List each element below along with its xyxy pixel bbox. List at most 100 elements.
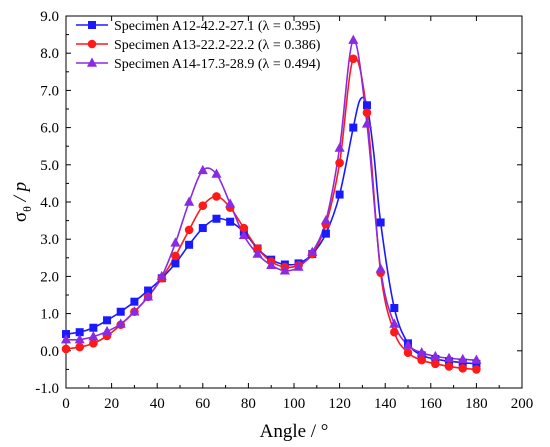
series-3-point [184,196,195,206]
axis-ticks: 0 20 40 60 80 100 120 140 160 180 200 -1.0 0.0 1.0 2.0… [35,9,533,412]
y-axis-title-main: σ [10,212,31,222]
series-2-point [403,348,413,357]
series-1-point [349,123,358,132]
series-1-point [376,218,385,227]
series-3-point [320,215,331,225]
series-2-point [458,363,468,373]
series-2-point [171,251,180,261]
legend: Specimen A12-42.2-27.1 (λ = 0.395) Specim… [76,19,321,72]
x-tick-label: 180 [465,396,488,412]
legend-label: Specimen A13-22.2-22.2 (λ = 0.386) [114,38,321,53]
legend-swatch-marker [87,39,97,49]
x-tick-label: 100 [283,396,306,412]
legend-label: Specimen A12-42.2-27.1 (λ = 0.395) [114,19,321,34]
series-2-point [472,365,481,374]
series-3-point [416,347,427,357]
series-2-point [362,108,372,118]
series-3-point [389,318,400,328]
series-3-point [143,291,154,301]
series-3-point [88,331,99,341]
series-2-point [184,225,194,235]
series-3-point [238,229,249,240]
series-3-point [293,261,304,271]
series-3-point [60,334,72,344]
series-2-point [89,339,98,348]
series-3-point [252,248,263,258]
series-lines [65,39,477,371]
x-tick-label: 40 [150,396,165,412]
y-tick-label: 0.0 [40,344,59,360]
series-2-point [61,344,71,354]
series-1-point [390,304,399,313]
series-3-point [211,168,222,178]
series-2-point [444,362,454,371]
y-axis-title-sub: θ [20,206,34,212]
series-1-point [130,297,139,306]
series-3-line [65,39,477,361]
series-3-point [266,259,277,269]
y-axis-title-rest: / p [10,182,31,206]
series-1-point [171,259,180,268]
y-tick-label: 6.0 [40,121,59,137]
series-3-point [471,354,482,364]
y-tick-label: 4.0 [40,195,59,211]
y-tick-label: 1.0 [40,307,59,323]
x-tick-label: 160 [420,396,443,412]
x-tick-label: 60 [195,396,210,412]
y-tick-label: 5.0 [40,158,59,174]
legend-swatch-marker [86,57,98,67]
x-tick-label: 200 [511,396,534,412]
series-1-point [103,316,112,325]
x-tick-label: 140 [374,396,397,412]
series-3-point [279,265,290,275]
series-1-point [212,214,221,223]
series-2-point [75,342,84,352]
series-3-point [430,350,441,361]
series-3-point [375,263,386,273]
series-3-point [307,246,318,256]
y-tick-label: 7.0 [40,83,59,99]
series-2-point [390,327,399,337]
series-3-point [225,198,236,208]
y-tick-label: -1.0 [35,381,59,397]
series-1-line [65,96,477,365]
series-3-point [334,142,345,152]
series-1-point [185,240,194,249]
series-1-point [362,101,371,110]
legend-swatch-marker [88,21,96,29]
series-3-point [74,334,85,344]
x-tick-label: 0 [62,396,70,412]
series-1-point [226,217,235,226]
series-2-point [212,192,221,201]
series-3-point [361,118,373,128]
series-1-point [198,224,207,233]
series-1-point [89,323,98,332]
series-2-point [431,359,440,369]
series-2-point [198,201,208,211]
series-3-point [129,306,140,316]
series-1-point [335,190,344,199]
y-tick-label: 8.0 [40,46,59,62]
series-3-point [443,352,455,362]
series-3-point [170,237,181,247]
series-2-point [348,54,358,64]
series-3-point [101,325,113,336]
x-tick-label: 20 [104,396,119,412]
series-1-point [321,229,330,238]
legend-label: Specimen A14-17.3-28.9 (λ = 0.494) [114,57,321,72]
x-axis-title: Angle / ° [260,421,329,442]
x-tick-label: 80 [241,396,256,412]
series-3-point [402,339,414,349]
series-2-point [335,158,344,168]
series-1-point [116,307,125,316]
series-3-point [348,34,359,44]
x-tick-label: 120 [328,396,351,412]
series-2-point [417,355,426,365]
series-3-point [156,270,167,281]
y-tick-label: 9.0 [40,9,59,25]
series-markers [60,34,482,374]
y-tick-label: 2.0 [40,269,59,285]
series-2-line [65,56,477,371]
series-3-point [197,164,208,175]
